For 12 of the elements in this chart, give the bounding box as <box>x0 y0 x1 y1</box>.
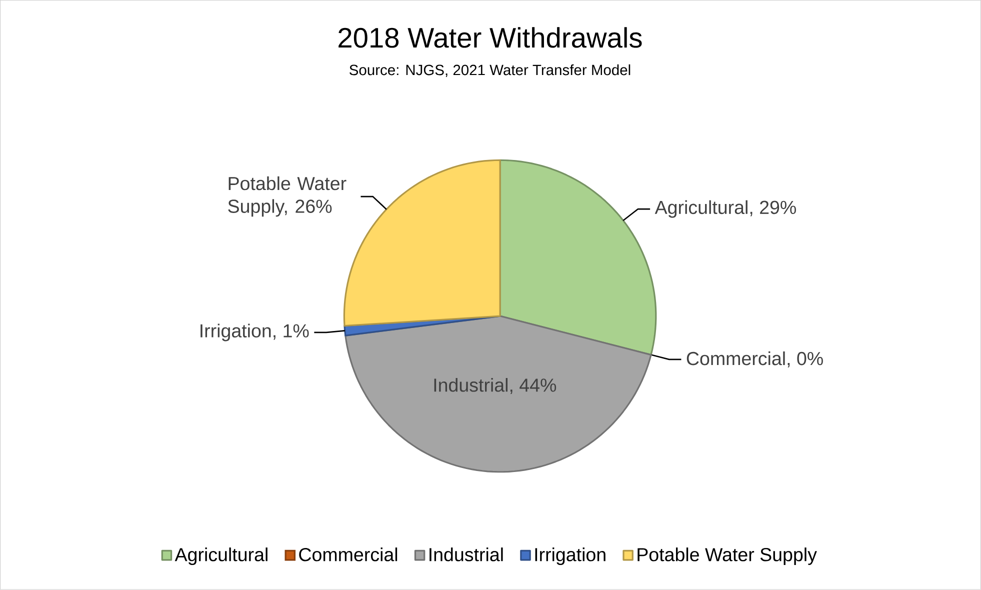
data-label: Industrial, 44% <box>434 378 556 394</box>
legend-label: Industrial <box>430 548 503 562</box>
legend-label: Potable Water Supply <box>638 548 817 566</box>
data-label: Irrigation, 1% <box>200 324 309 342</box>
data-label: Agricultural, 29% <box>654 200 796 218</box>
chart-title: 2018 Water Withdrawals <box>338 27 642 48</box>
text: Commercial, 0% <box>686 352 823 368</box>
data-label: Potable Water Supply, 26% <box>228 176 346 217</box>
chart-subtitle: Source: NJGS, 2021 Water Transfer Model <box>350 64 630 78</box>
legend-label: Agricultural <box>174 548 268 566</box>
legend-label: Irrigation <box>535 548 606 566</box>
legend-label: Commercial <box>299 548 398 562</box>
